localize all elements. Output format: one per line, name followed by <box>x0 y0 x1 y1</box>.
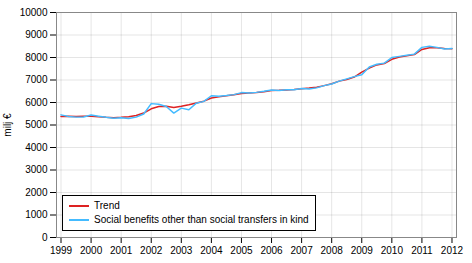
html-text:Trend: Trend <box>94 200 120 211</box>
svg-text:2007: 2007 <box>290 245 313 256</box>
svg-text:2000: 2000 <box>25 187 48 198</box>
svg-text:2009: 2009 <box>351 245 374 256</box>
svg-text:9000: 9000 <box>25 29 48 40</box>
svg-text:4000: 4000 <box>25 142 48 153</box>
svg-text:2003: 2003 <box>170 245 193 256</box>
svg-text:2000: 2000 <box>80 245 103 256</box>
svg-text:milj €: milj € <box>2 113 13 137</box>
svg-text:5000: 5000 <box>25 119 48 130</box>
svg-text:2010: 2010 <box>381 245 404 256</box>
svg-text:3000: 3000 <box>25 164 48 175</box>
html-text:Social benefits other than soc: Social benefits other than social transf… <box>94 214 309 225</box>
svg-text:0: 0 <box>42 232 48 243</box>
svg-text:7000: 7000 <box>25 74 48 85</box>
svg-text:2001: 2001 <box>110 245 133 256</box>
svg-text:1000: 1000 <box>25 209 48 220</box>
svg-text:2008: 2008 <box>321 245 344 256</box>
svg-text:1999: 1999 <box>50 245 73 256</box>
svg-text:6000: 6000 <box>25 97 48 108</box>
svg-text:2011: 2011 <box>411 245 433 256</box>
svg-text:2004: 2004 <box>200 245 223 256</box>
svg-text:2005: 2005 <box>230 245 253 256</box>
svg-text:8000: 8000 <box>25 52 48 63</box>
svg-text:2006: 2006 <box>260 245 283 256</box>
svg-text:2002: 2002 <box>140 245 163 256</box>
svg-text:2012: 2012 <box>441 245 464 256</box>
svg-text:10000: 10000 <box>20 7 48 18</box>
